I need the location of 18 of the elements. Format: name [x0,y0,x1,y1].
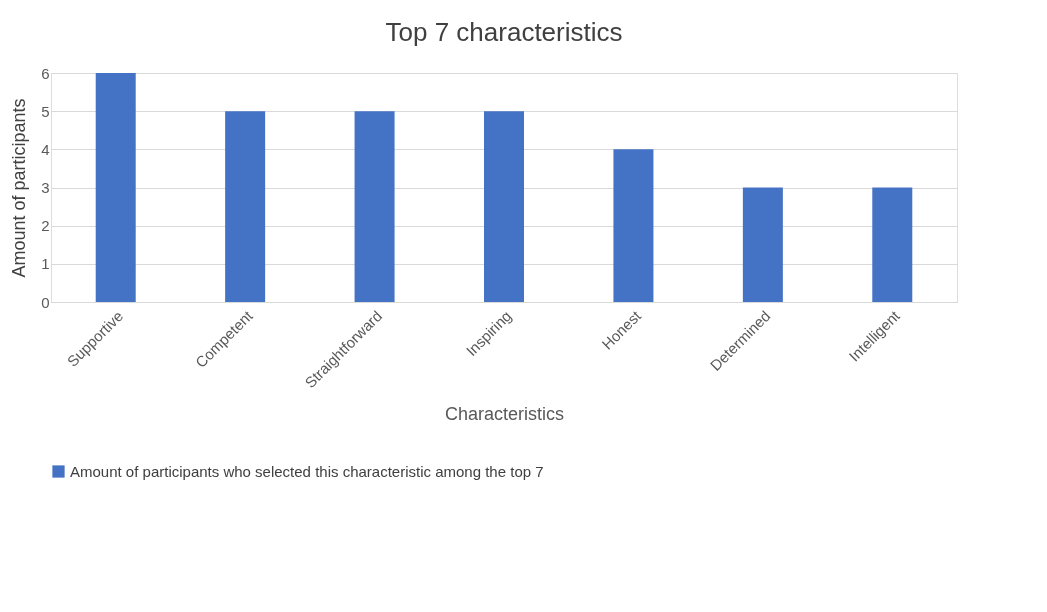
y-tick-label: 3 [41,179,50,196]
y-tick-label: 0 [41,293,50,311]
y-tick-label: 1 [41,255,50,273]
y-tick-label: 2 [41,217,50,235]
legend-label: Amount of participants who selected this characteristic among the top 7 [70,462,544,480]
bar [354,111,395,302]
x-axis-title: Characteristics [444,404,565,425]
y-axis-title: Amount of participants [9,98,30,278]
bar [484,111,524,302]
chart-title: Top 7 characteristics [385,17,623,47]
bar [872,187,913,302]
bar [613,149,654,302]
y-tick-label: 4 [41,140,50,158]
y-tick-label: 5 [41,102,50,120]
bar [95,73,136,302]
bar [742,187,783,302]
bar [225,111,266,302]
y-tick-label: 6 [41,64,50,82]
